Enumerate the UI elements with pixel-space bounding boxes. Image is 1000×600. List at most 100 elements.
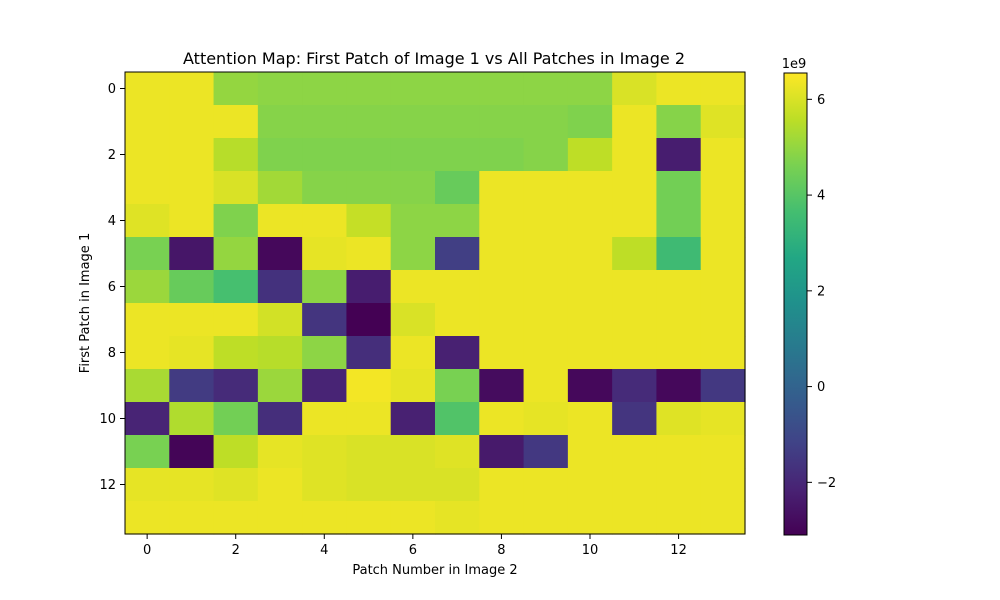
- heatmap-cell: [346, 204, 392, 238]
- heatmap-cell: [656, 303, 702, 337]
- heatmap-cell: [567, 369, 613, 403]
- x-tick-label: 4: [320, 543, 328, 558]
- heatmap-cell: [567, 105, 613, 139]
- colorbar-tick-label: 6: [817, 93, 825, 108]
- heatmap-cell: [346, 468, 392, 502]
- heatmap-cell: [169, 402, 215, 436]
- heatmap-cell: [125, 72, 170, 106]
- heatmap-cell: [612, 336, 658, 370]
- heatmap-cell: [213, 138, 259, 172]
- heatmap-cell: [523, 501, 569, 535]
- heatmap-cells: [125, 72, 746, 535]
- heatmap-cell: [700, 237, 746, 271]
- heatmap-cell: [302, 402, 348, 436]
- chart-title: Attention Map: First Patch of Image 1 vs…: [183, 49, 685, 68]
- heatmap-cell: [700, 270, 746, 304]
- heatmap-cell: [612, 204, 658, 238]
- heatmap-cell: [523, 171, 569, 205]
- heatmap-cell: [523, 369, 569, 403]
- x-tick-label: 6: [409, 543, 417, 558]
- heatmap-cell: [346, 72, 392, 106]
- heatmap-cell: [390, 105, 436, 139]
- heatmap-cell: [523, 105, 569, 139]
- heatmap-cell: [302, 237, 348, 271]
- heatmap-cell: [656, 501, 702, 535]
- heatmap-cell: [125, 171, 170, 205]
- heatmap-cell: [656, 402, 702, 436]
- heatmap-cell: [700, 402, 746, 436]
- y-tick-label: 8: [108, 346, 116, 361]
- heatmap-cell: [125, 501, 170, 535]
- heatmap-cell: [346, 435, 392, 469]
- heatmap-cell: [700, 435, 746, 469]
- heatmap-cell: [612, 303, 658, 337]
- heatmap-cell: [567, 204, 613, 238]
- heatmap-cell: [346, 303, 392, 337]
- heatmap-cell: [125, 402, 170, 436]
- y-tick-label: 2: [108, 148, 116, 163]
- heatmap-cell: [257, 105, 303, 139]
- heatmap-cell: [302, 171, 348, 205]
- heatmap-cell: [302, 303, 348, 337]
- heatmap-cell: [700, 72, 746, 106]
- heatmap-cell: [435, 72, 480, 106]
- heatmap-cell: [700, 336, 746, 370]
- heatmap-cell: [523, 204, 569, 238]
- heatmap-cell: [390, 171, 436, 205]
- x-axis-ticks: 0 2 4 6 8 10 12: [143, 534, 687, 558]
- heatmap-cell: [523, 435, 569, 469]
- heatmap-cell: [612, 402, 658, 436]
- heatmap-cell: [302, 270, 348, 304]
- heatmap-cell: [700, 303, 746, 337]
- heatmap-cell: [523, 270, 569, 304]
- heatmap-cell: [125, 468, 170, 502]
- heatmap-cell: [390, 468, 436, 502]
- plot-frame: [124, 71, 746, 535]
- heatmap-cell: [656, 336, 702, 370]
- heatmap-cell: [435, 303, 480, 337]
- heatmap-cell: [257, 270, 303, 304]
- x-tick-label: 0: [143, 543, 151, 558]
- heatmap-cell: [567, 501, 613, 535]
- x-tick-label: 12: [670, 543, 687, 558]
- heatmap-cell: [435, 369, 480, 403]
- heatmap-cell: [523, 303, 569, 337]
- heatmap-cell: [390, 138, 436, 172]
- heatmap-cell: [479, 237, 525, 271]
- heatmap-cell: [523, 72, 569, 106]
- heatmap-cell: [257, 171, 303, 205]
- heatmap-cell: [302, 501, 348, 535]
- heatmap-cell: [390, 270, 436, 304]
- heatmap-cell: [169, 171, 215, 205]
- heatmap-cell: [125, 237, 170, 271]
- heatmap-cell: [656, 138, 702, 172]
- heatmap-cell: [302, 72, 348, 106]
- heatmap-cell: [479, 303, 525, 337]
- heatmap-cell: [567, 72, 613, 106]
- heatmap-cell: [125, 105, 170, 139]
- y-tick-label: 12: [99, 478, 116, 493]
- heatmap-cell: [125, 138, 170, 172]
- heatmap-cell: [612, 138, 658, 172]
- heatmap-cell: [656, 468, 702, 502]
- heatmap-cell: [479, 402, 525, 436]
- heatmap-cell: [479, 105, 525, 139]
- heatmap-cell: [479, 171, 525, 205]
- y-tick-label: 6: [108, 280, 116, 295]
- heatmap-cell: [479, 204, 525, 238]
- x-tick-label: 2: [232, 543, 240, 558]
- heatmap-cell: [656, 270, 702, 304]
- heatmap-cell: [567, 468, 613, 502]
- x-tick-label: 8: [497, 543, 505, 558]
- heatmap-cell: [346, 138, 392, 172]
- heatmap-cell: [390, 435, 436, 469]
- heatmap-cell: [257, 468, 303, 502]
- heatmap-cell: [435, 402, 480, 436]
- heatmap-cell: [700, 501, 746, 535]
- heatmap-cell: [612, 105, 658, 139]
- heatmap-cell: [700, 204, 746, 238]
- heatmap-cell: [346, 270, 392, 304]
- heatmap-cell: [257, 435, 303, 469]
- heatmap-cell: [435, 336, 480, 370]
- heatmap-cell: [435, 105, 480, 139]
